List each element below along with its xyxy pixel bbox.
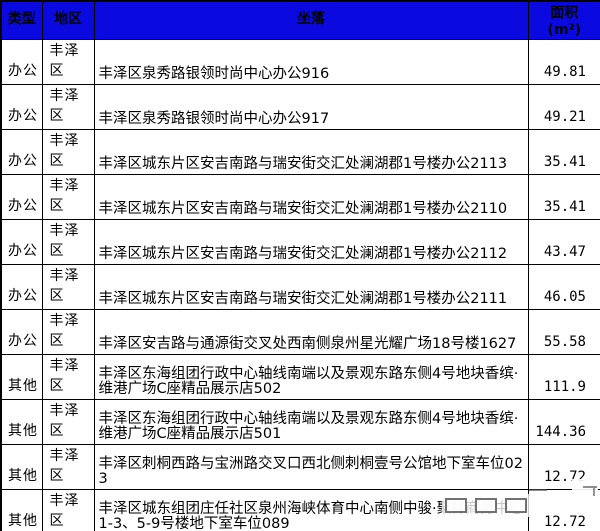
cell-district: 丰泽区	[41, 488, 95, 531]
cell-location: 丰泽区刺桐西路与宝洲路交叉口西北侧刺桐壹号公馆地下室车位023	[93, 443, 529, 490]
cell-location: 丰泽区东海组团行政中心轴线南端以及景观东路东侧4号地块香缤·维港广场C座精品展示…	[93, 398, 529, 445]
header-area-unit: (m²)	[547, 22, 582, 36]
cell-area: 12.72	[527, 443, 600, 490]
table-row: 办公 丰泽区 丰泽区城东片区安吉南路与瑞安街交汇处澜湖郡1号楼办公2110 35…	[0, 173, 600, 220]
cell-type: 办公	[0, 263, 43, 310]
header-location: 坐落	[93, 0, 529, 40]
cell-district: 丰泽区	[41, 83, 95, 130]
cell-type: 办公	[0, 308, 43, 355]
cell-type: 其他	[0, 443, 43, 490]
cell-area: 12.72	[527, 488, 600, 531]
table-row: 其他 丰泽区 丰泽区刺桐西路与宝洲路交叉口西北侧刺桐壹号公馆地下室车位023 1…	[0, 443, 600, 490]
table-row: 办公 丰泽区 丰泽区泉秀路银领时尚中心办公916 49.81	[0, 38, 600, 85]
cell-location: 丰泽区泉秀路银领时尚中心办公916	[93, 38, 529, 85]
cell-location: 丰泽区东海组团行政中心轴线南端以及景观东路东侧4号地块香缤·维港广场C座精品展示…	[93, 353, 529, 400]
header-row: 类型 地区 坐落 面积 (m²)	[0, 0, 600, 40]
header-location-label: 坐落	[297, 11, 325, 27]
cell-location: 丰泽区安吉路与通源街交叉处西南侧泉州星光耀广场18号楼1627	[93, 308, 529, 355]
cell-location: 丰泽区城东组团庄任社区泉州海峡体育中心南侧中骏·聚祥商务中心1-3、5-9号楼地…	[93, 488, 529, 531]
table-row: 其他 丰泽区 丰泽区东海组团行政中心轴线南端以及景观东路东侧4号地块香缤·维港广…	[0, 398, 600, 445]
cell-area: 49.81	[527, 38, 600, 85]
cell-type: 办公	[0, 83, 43, 130]
table-body: 办公 丰泽区 丰泽区泉秀路银领时尚中心办公916 49.81 办公 丰泽区 丰泽…	[0, 38, 600, 531]
table-row: 办公 丰泽区 丰泽区城东片区安吉南路与瑞安街交汇处澜湖郡1号楼办公2113 35…	[0, 128, 600, 175]
table-row: 办公 丰泽区 丰泽区安吉路与通源街交叉处西南侧泉州星光耀广场18号楼1627 5…	[0, 308, 600, 355]
cell-area: 43.47	[527, 218, 600, 265]
cell-area: 35.41	[527, 128, 600, 175]
table-row: 其他 丰泽区 丰泽区东海组团行政中心轴线南端以及景观东路东侧4号地块香缤·维港广…	[0, 353, 600, 400]
cell-district: 丰泽区	[41, 308, 95, 355]
cell-location: 丰泽区城东片区安吉南路与瑞安街交汇处澜湖郡1号楼办公2110	[93, 173, 529, 220]
cell-area: 46.05	[527, 263, 600, 310]
cell-type: 其他	[0, 398, 43, 445]
cell-type: 办公	[0, 38, 43, 85]
table-row: 办公 丰泽区 丰泽区城东片区安吉南路与瑞安街交汇处澜湖郡1号楼办公2111 46…	[0, 263, 600, 310]
cell-area: 49.21	[527, 83, 600, 130]
cell-district: 丰泽区	[41, 218, 95, 265]
cell-district: 丰泽区	[41, 173, 95, 220]
header-area-label: 面积	[550, 5, 579, 21]
table-row: 办公 丰泽区 丰泽区泉秀路银领时尚中心办公917 49.21	[0, 83, 600, 130]
cell-location: 丰泽区城东片区安吉南路与瑞安街交汇处澜湖郡1号楼办公2112	[93, 218, 529, 265]
cell-district: 丰泽区	[41, 128, 95, 175]
cell-location: 丰泽区城东片区安吉南路与瑞安街交汇处澜湖郡1号楼办公2111	[93, 263, 529, 310]
cell-location: 丰泽区泉秀路银领时尚中心办公917	[93, 83, 529, 130]
header-type: 类型	[0, 0, 43, 40]
cell-area: 111.9	[527, 353, 600, 400]
table-row: 办公 丰泽区 丰泽区城东片区安吉南路与瑞安街交汇处澜湖郡1号楼办公2112 43…	[0, 218, 600, 265]
cell-area: 55.58	[527, 308, 600, 355]
cell-district: 丰泽区	[41, 353, 95, 400]
cell-district: 丰泽区	[41, 398, 95, 445]
table-header: 类型 地区 坐落 面积 (m²)	[0, 0, 600, 40]
table-row: 其他 丰泽区 丰泽区城东组团庄任社区泉州海峡体育中心南侧中骏·聚祥商务中心1-3…	[0, 488, 600, 531]
cell-district: 丰泽区	[41, 263, 95, 310]
cell-district: 丰泽区	[41, 443, 95, 490]
cell-type: 办公	[0, 128, 43, 175]
cell-type: 其他	[0, 353, 43, 400]
cell-type: 办公	[0, 218, 43, 265]
cell-type: 办公	[0, 173, 43, 220]
cell-area: 35.41	[527, 173, 600, 220]
header-type-label: 类型	[7, 11, 36, 27]
header-area: 面积 (m²)	[527, 0, 600, 40]
cell-type: 其他	[0, 488, 43, 531]
cell-location: 丰泽区城东片区安吉南路与瑞安街交汇处澜湖郡1号楼办公2113	[93, 128, 529, 175]
header-district-label: 地区	[54, 11, 82, 27]
cell-area: 144.36	[527, 398, 600, 445]
header-district: 地区	[41, 0, 95, 40]
cell-district: 丰泽区	[41, 38, 95, 85]
